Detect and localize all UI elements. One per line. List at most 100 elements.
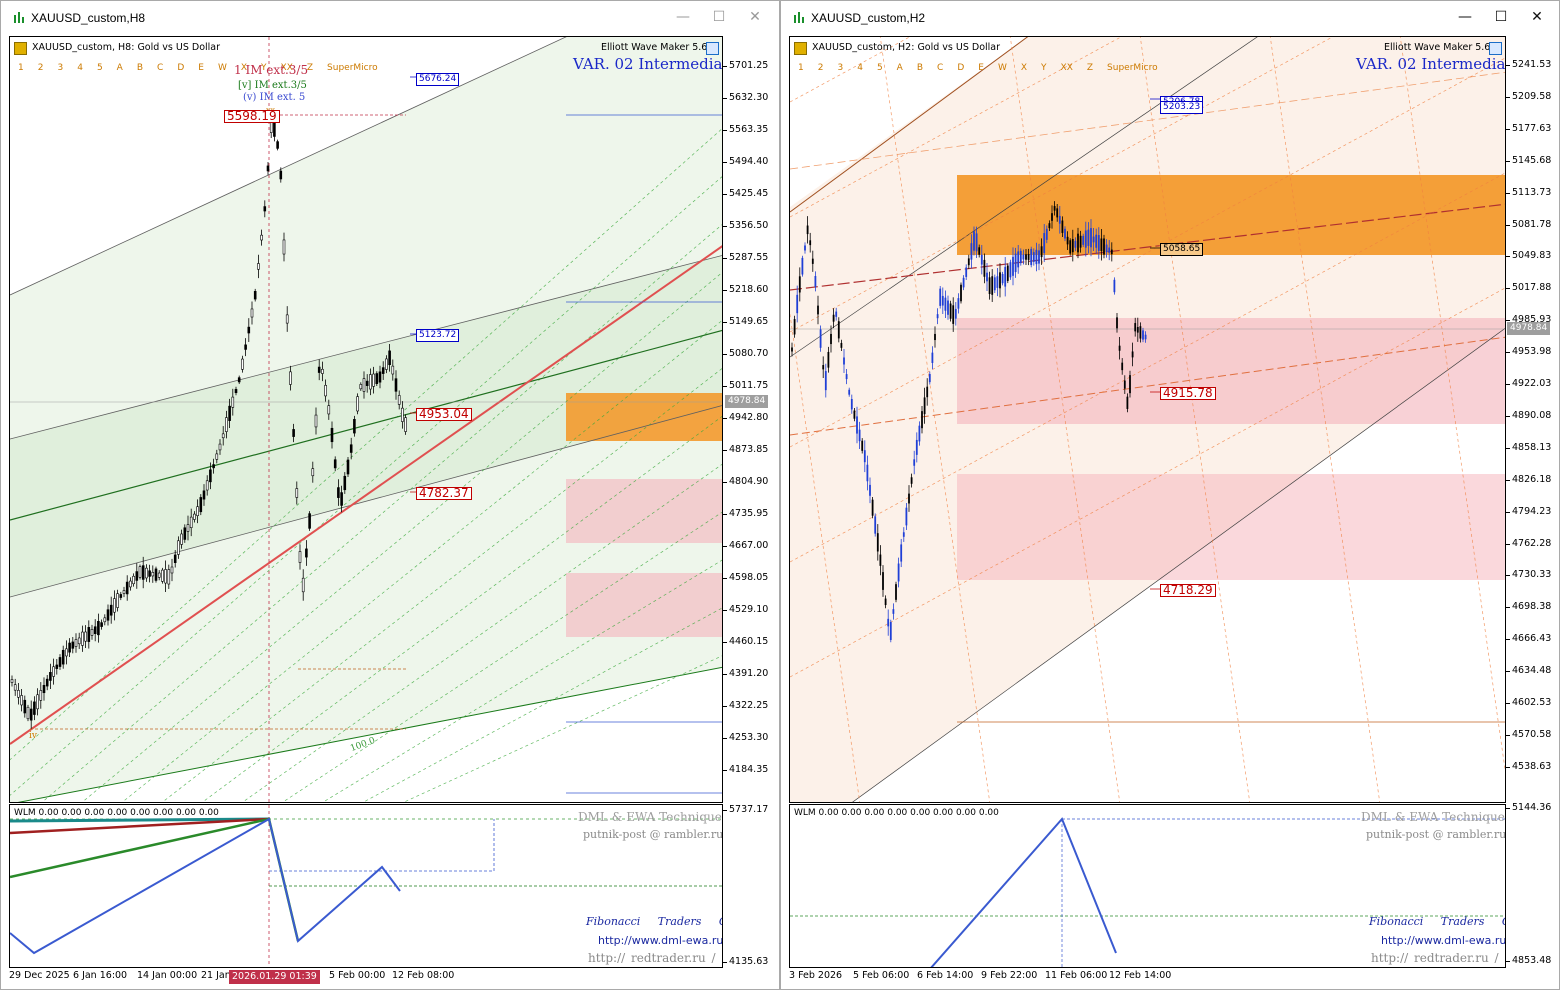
candle: [824, 371, 827, 391]
wave-label[interactable]: Y: [1041, 63, 1047, 73]
candle: [970, 243, 973, 260]
candle: [253, 291, 257, 300]
candle: [1019, 250, 1022, 264]
wave-label[interactable]: D: [177, 63, 185, 73]
candle: [962, 277, 965, 288]
candle: [39, 690, 43, 701]
wave-label[interactable]: 3: [837, 63, 844, 73]
wave-label[interactable]: A: [116, 63, 123, 73]
candle: [157, 572, 161, 578]
maximize-button[interactable]: ☐: [1494, 9, 1508, 25]
close-button[interactable]: ✕: [1531, 9, 1543, 25]
candle: [324, 384, 327, 397]
price-tick: 4698.38: [1505, 601, 1552, 613]
wave-label[interactable]: 2: [817, 63, 824, 73]
subwindow-scale: 5737.17 4135.63: [722, 804, 779, 968]
signature-redtrader[interactable]: http:// redtrader.ru /: [588, 951, 716, 965]
wave-label[interactable]: 3: [57, 63, 64, 73]
price-tick: 4762.28: [1505, 537, 1552, 549]
wave-label[interactable]: C: [157, 63, 164, 73]
candle: [52, 666, 55, 677]
subwindow-scale: 5144.36 4853.48: [1505, 802, 1559, 968]
candle: [931, 352, 934, 363]
price-chart-canvas[interactable]: [10, 37, 723, 803]
wave-label[interactable]: W: [997, 63, 1007, 73]
candle: [1012, 256, 1014, 276]
wave-label[interactable]: XX: [1060, 63, 1073, 73]
wave-label[interactable]: Z: [1086, 63, 1094, 73]
price-tick: 4391.20: [722, 668, 769, 679]
signature-url[interactable]: http://www.dml-ewa.ru: [1381, 934, 1506, 947]
wave-label[interactable]: XX: [280, 63, 293, 73]
candle: [1025, 254, 1027, 260]
main-chart-area[interactable]: XAUUSD_custom, H8: Gold vs US Dollar 1 2 3…: [9, 36, 723, 803]
wave-label[interactable]: D: [957, 63, 965, 73]
dashed-trend: [790, 71, 1505, 170]
main-chart-area[interactable]: XAUUSD_custom, H2: Gold vs US Dollar 1 2 3…: [789, 36, 1506, 803]
chart-window-h2[interactable]: XAUUSD_custom,H2 — ☐ ✕ XAUUSD_custom, H2…: [780, 0, 1560, 990]
candle: [29, 708, 33, 721]
candle: [132, 575, 135, 585]
candle: [1079, 235, 1082, 248]
price-chart-canvas[interactable]: [790, 37, 1506, 803]
wave-label[interactable]: 1: [798, 63, 804, 73]
close-button[interactable]: ✕: [749, 9, 761, 25]
wave-label[interactable]: X: [1020, 63, 1028, 73]
wave-label[interactable]: B: [916, 63, 924, 73]
window-titlebar[interactable]: XAUUSD_custom,H8 — ☐ ✕: [1, 1, 779, 35]
minimize-button[interactable]: —: [1458, 9, 1472, 25]
candle: [381, 367, 385, 374]
candle: [356, 396, 359, 412]
wave-label[interactable]: C: [937, 63, 944, 73]
wave-label[interactable]: Z: [306, 63, 314, 73]
window-titlebar[interactable]: XAUUSD_custom,H2 — ☐ ✕: [781, 1, 1559, 35]
wave-label[interactable]: X: [240, 63, 248, 73]
wlm-subwindow[interactable]: WLM 0.00 0.00 0.00 0.00 0.00 0.00 0.00 0…: [9, 804, 723, 968]
wave-label[interactable]: SuperMicro: [1107, 63, 1158, 73]
wave-label[interactable]: B: [136, 63, 144, 73]
candle: [55, 664, 59, 669]
candle: [244, 344, 247, 350]
time-tick: 5 Feb 00:00: [329, 970, 386, 981]
wave-label[interactable]: Y: [261, 63, 267, 73]
wave-annotation-main: 1 IM ext.3/5: [234, 63, 309, 77]
wave-label[interactable]: 2: [37, 63, 44, 73]
candle: [154, 568, 158, 581]
maximize-button[interactable]: ☐: [712, 9, 726, 25]
level-tag: 5676.24: [416, 73, 460, 86]
time-tick: 6 Jan 16:00: [73, 970, 128, 981]
chart-window-h8[interactable]: XAUUSD_custom,H8 — ☐ ✕ XAUUSD_custom, H8…: [0, 0, 780, 990]
time-scale[interactable]: 29 Dec 2025 6 Jan 16:00 14 Jan 00:00 21 Jan…: [9, 968, 723, 984]
candle: [973, 231, 975, 251]
candle: [404, 417, 407, 432]
price-tick: 5632.30: [722, 92, 769, 103]
signature-url[interactable]: http://www.dml-ewa.ru: [598, 934, 723, 947]
wave-label[interactable]: SuperMicro: [327, 63, 378, 73]
candle: [199, 497, 203, 513]
channel-line: [790, 37, 1258, 358]
pink-zone: [566, 573, 722, 637]
wave-label[interactable]: A: [896, 63, 903, 73]
wave-label[interactable]: E: [198, 63, 204, 73]
time-tick: 12 Feb 08:00: [392, 970, 455, 981]
wave-label[interactable]: 1: [18, 63, 24, 73]
wave-label-iv: iv: [29, 731, 37, 741]
wlm-subwindow[interactable]: WLM 0.00 0.00 0.00 0.00 0.00 0.00 0.00 0…: [789, 804, 1506, 968]
signature-redtrader[interactable]: http:// redtrader.ru /: [1371, 951, 1499, 965]
candle: [13, 684, 17, 691]
minimize-button[interactable]: —: [676, 9, 690, 25]
wave-label[interactable]: 5: [96, 63, 103, 73]
price-scale[interactable]: 5241.53 5209.58 5177.63 5145.68 5113.73 5081.…: [1505, 36, 1559, 803]
wave-label[interactable]: 4: [77, 63, 83, 73]
time-scale[interactable]: 3 Feb 2026 5 Feb 06:00 6 Feb 14:00 9 Feb 22…: [789, 968, 1506, 984]
candle: [1123, 380, 1126, 389]
price-tick: 5113.73: [1505, 186, 1552, 198]
candle: [1134, 323, 1137, 332]
price-scale[interactable]: 5701.25 5632.30 5563.35 5494.40 5425.45 5356.…: [722, 36, 779, 803]
wave-label[interactable]: W: [217, 63, 227, 73]
candle: [346, 459, 350, 475]
candle: [957, 298, 960, 309]
wave-label[interactable]: 5: [876, 63, 883, 73]
wave-label[interactable]: 4: [857, 63, 863, 73]
wave-label[interactable]: E: [978, 63, 984, 73]
